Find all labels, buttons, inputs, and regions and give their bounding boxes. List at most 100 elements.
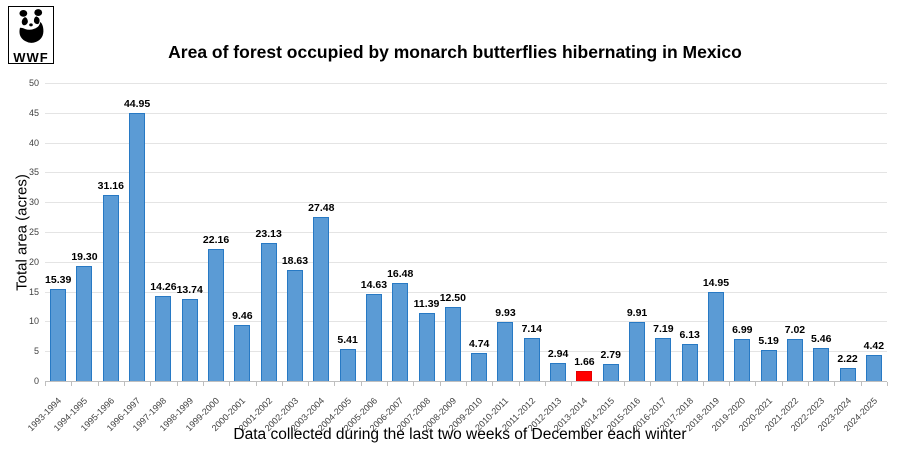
x-tick-mark [123,382,125,386]
x-tick-mark [202,382,204,386]
x-tick-mark [492,382,494,386]
bar-2023-2024 [839,367,856,381]
bar-value-label: 9.91 [626,306,648,319]
bar-value-label: 2.94 [547,348,569,361]
x-tick-mark [360,382,362,386]
bar-2008-2009 [444,306,461,381]
bar-value-label: 23.13 [255,228,282,241]
x-tick-mark [544,382,546,386]
gridline [45,112,887,114]
y-tick-label: 25 [28,227,39,237]
bar-2000-2001 [234,324,251,381]
bar-value-label: 18.63 [281,254,309,267]
y-tick-label: 5 [33,346,39,357]
bar-value-label: 31.16 [97,180,124,193]
x-tick-mark [45,382,46,386]
x-tick-mark [71,382,73,386]
bar-1998-1999 [181,299,198,381]
gridline [45,83,887,84]
x-tick-mark [650,382,652,386]
bar-2006-2007 [392,282,409,381]
x-tick-mark [308,382,310,386]
x-tick-mark [597,382,599,386]
x-tick-mark [255,382,257,386]
bar-value-label: 9.93 [495,306,516,319]
x-tick-mark [808,382,810,386]
bar-1993-1994 [50,289,67,381]
x-tick-mark [466,382,467,386]
x-tick-mark [518,382,520,386]
gridline [45,232,887,233]
gridline [45,261,887,263]
x-tick-mark [887,382,888,386]
y-tick-label: 50 [28,78,39,88]
bar-2017-2018 [681,344,698,381]
bar-value-label: 6.99 [732,324,753,337]
bar-1997-1998 [155,296,172,381]
bar-1994-1995 [76,265,93,381]
bar-2018-2019 [707,291,724,381]
x-tick-mark [334,382,336,386]
bar-2010-2011 [497,321,514,381]
bar-value-label: 2.22 [837,352,858,365]
bar-2015-2016 [629,321,646,381]
y-tick-label: 45 [28,107,39,118]
bar-value-label: 7.19 [653,323,674,336]
bar-1995-1996 [102,195,119,381]
bar-value-label: 7.02 [784,324,806,337]
bar-value-label: 4.74 [468,337,490,350]
bar-2021-2022 [786,339,803,381]
bar-value-label: 5.46 [811,333,832,346]
bar-value-label: 14.26 [150,281,177,293]
bar-2020-2021 [760,350,777,381]
gridline [45,202,887,204]
x-tick-mark [229,382,231,386]
bar-2022-2023 [813,348,830,381]
bar-value-label: 5.41 [337,333,358,346]
bar-value-label: 4.42 [863,339,885,352]
bar-2005-2006 [365,293,382,381]
bar-2002-2003 [286,269,303,381]
bar-2016-2017 [655,338,672,381]
bar-2024-2025 [865,354,882,381]
wwf-panda-icon [14,9,48,50]
y-tick-label: 30 [28,197,39,208]
bar-1999-2000 [208,248,225,381]
bar-2011-2012 [523,338,540,381]
x-tick-mark [755,382,757,386]
x-tick-mark [860,382,862,386]
y-tick-label: 15 [28,286,39,297]
x-tick-mark [729,382,731,386]
bar-value-label: 5.19 [758,335,779,348]
x-tick-mark [387,382,389,386]
y-tick-label: 10 [28,316,39,327]
y-tick-label: 35 [28,167,39,178]
chart-title: Area of forest occupied by monarch butte… [168,42,742,62]
x-tick-mark [702,382,704,386]
bar-2003-2004 [313,217,330,381]
bar-1996-1997 [129,113,146,381]
bar-2007-2008 [418,313,435,381]
gridline [45,142,887,144]
bar-value-label: 22.16 [202,233,230,246]
y-tick-label: 0 [33,376,39,386]
bar-value-label: 12.50 [439,291,466,304]
gridline [45,291,887,293]
bar-value-label: 1.66 [574,356,595,369]
x-tick-mark [676,382,678,386]
bar-value-label: 9.46 [232,309,253,322]
x-tick-mark [781,382,783,386]
x-tick-mark [97,382,99,386]
bar-2014-2015 [602,364,619,381]
bar-2001-2002 [260,243,277,381]
wwf-logo: WWF [8,6,54,64]
bar-2019-2020 [734,339,751,381]
wwf-logo-text: WWF [13,50,49,65]
y-tick-label: 20 [28,256,39,267]
bar-value-label: 44.95 [123,98,151,111]
bar-2013-2014 [576,371,593,381]
x-tick-mark [176,382,178,386]
bar-value-label: 13.74 [176,284,203,297]
